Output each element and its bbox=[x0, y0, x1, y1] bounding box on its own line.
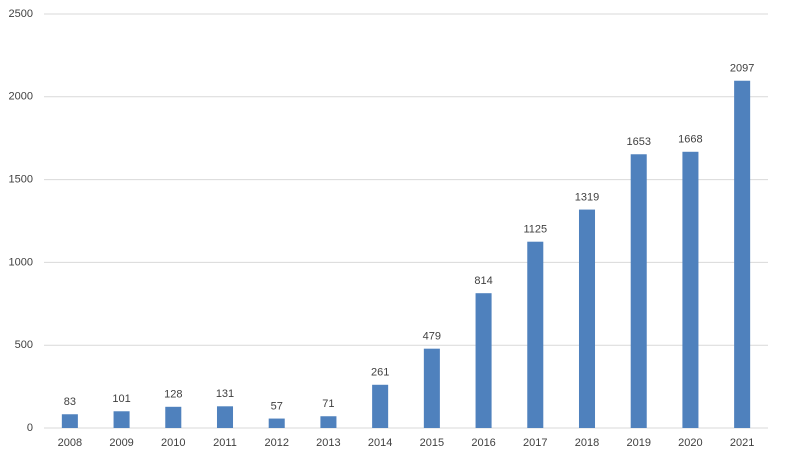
bar bbox=[423, 348, 440, 428]
y-tick-label: 500 bbox=[15, 339, 33, 351]
bar bbox=[578, 209, 596, 428]
bar bbox=[682, 151, 699, 428]
x-tick-label: 2020 bbox=[678, 437, 702, 449]
bar bbox=[320, 416, 337, 428]
bar bbox=[216, 406, 234, 428]
y-tick-label: 1000 bbox=[9, 256, 33, 268]
data-label: 1668 bbox=[678, 134, 702, 146]
data-label: 71 bbox=[322, 398, 334, 410]
data-label: 1125 bbox=[523, 224, 547, 236]
data-label: 131 bbox=[216, 388, 234, 400]
x-tick-label: 2017 bbox=[523, 437, 547, 449]
x-tick-label: 2018 bbox=[575, 437, 599, 449]
x-tick-label: 2012 bbox=[264, 437, 288, 449]
bar bbox=[113, 411, 130, 428]
bar bbox=[630, 154, 647, 429]
y-tick-label: 2500 bbox=[9, 8, 33, 20]
x-tick-label: 2021 bbox=[730, 437, 754, 449]
data-label: 83 bbox=[64, 396, 76, 408]
data-label: 261 bbox=[371, 367, 389, 379]
y-tick-label: 0 bbox=[27, 422, 33, 434]
data-label: 2097 bbox=[730, 63, 754, 75]
bar bbox=[475, 293, 492, 428]
data-label: 128 bbox=[164, 389, 182, 401]
bar bbox=[61, 414, 78, 428]
bar bbox=[268, 418, 285, 428]
x-tick-label: 2010 bbox=[161, 437, 185, 449]
x-tick-label: 2014 bbox=[368, 437, 392, 449]
x-tick-label: 2013 bbox=[316, 437, 340, 449]
data-label: 1653 bbox=[626, 136, 650, 148]
bar bbox=[372, 384, 389, 428]
x-tick-label: 2019 bbox=[626, 437, 650, 449]
data-label: 814 bbox=[474, 275, 492, 287]
bar bbox=[165, 406, 182, 428]
y-tick-label: 2000 bbox=[9, 91, 33, 103]
data-label: 479 bbox=[423, 331, 441, 343]
x-tick-label: 2008 bbox=[58, 437, 82, 449]
bar bbox=[734, 80, 751, 428]
data-label: 57 bbox=[271, 400, 283, 412]
data-label: 101 bbox=[112, 393, 130, 405]
x-tick-label: 2009 bbox=[109, 437, 133, 449]
bar bbox=[527, 241, 544, 428]
x-tick-label: 2015 bbox=[420, 437, 444, 449]
y-tick-label: 1500 bbox=[9, 174, 33, 186]
data-label: 1319 bbox=[575, 191, 599, 203]
x-tick-label: 2011 bbox=[213, 437, 237, 449]
x-tick-label: 2016 bbox=[471, 437, 495, 449]
